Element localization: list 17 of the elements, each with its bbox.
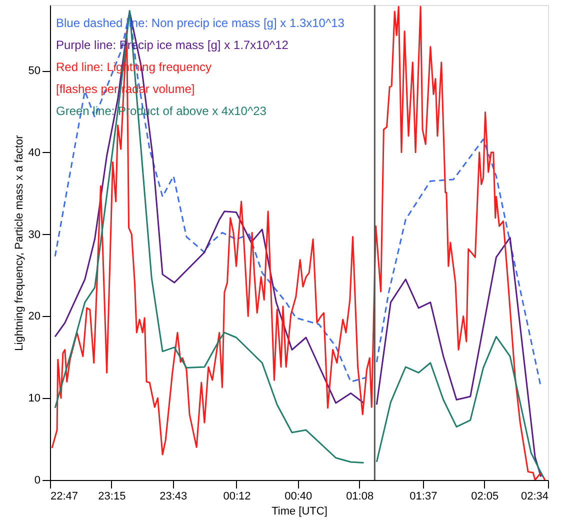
y-tick-label: 0 <box>34 474 40 486</box>
x-tick-label: 01:08 <box>346 490 374 502</box>
y-tick-label: 20 <box>28 310 40 323</box>
x-tick-label: 23:43 <box>160 490 188 502</box>
x-tick-label: 00:40 <box>284 490 312 502</box>
y-tick-label: 10 <box>28 392 40 405</box>
x-tick-label: 01:37 <box>410 490 438 502</box>
x-tick-label: 02:34 <box>520 490 548 502</box>
y-tick-label: 40 <box>28 146 40 159</box>
y-tick-label: 30 <box>28 228 40 241</box>
x-axis-title: Time [UTC] <box>272 506 328 518</box>
x-tick-label: 22:47 <box>50 490 78 502</box>
x-tick-label: 00:12 <box>223 490 251 502</box>
y-axis-title: Lightning frequency, Particle mass x a factor <box>13 134 26 351</box>
x-tick-label: 02:05 <box>471 490 499 502</box>
x-tick-label: 23:15 <box>98 490 126 502</box>
y-tick-label: 50 <box>28 65 40 78</box>
